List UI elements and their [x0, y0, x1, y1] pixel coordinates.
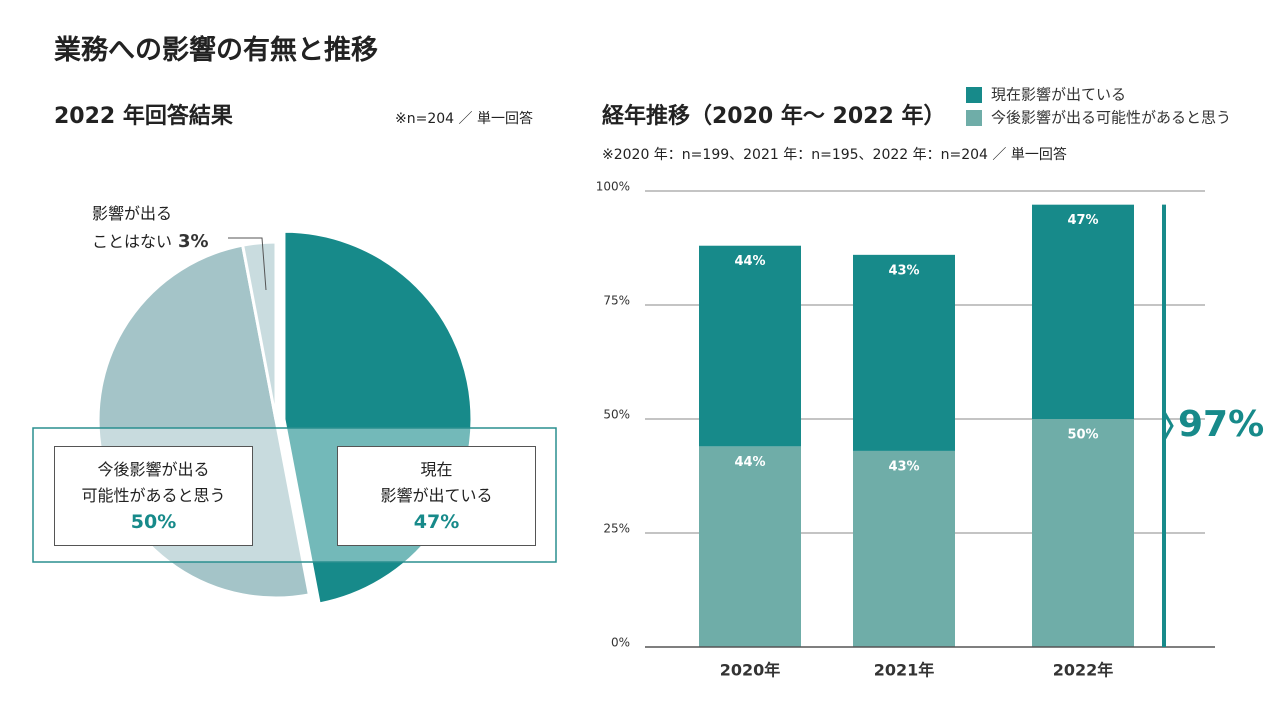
x-tick-label: 2020年: [720, 661, 781, 680]
y-tick-label: 25%: [603, 522, 630, 536]
x-tick-label: 2021年: [874, 661, 935, 680]
pie-value: 50%: [130, 511, 177, 533]
leader-line: [228, 237, 267, 291]
value-label: 44%: [734, 254, 765, 269]
pie-title: 2022 年回答結果: [54, 104, 233, 129]
legend-label: 現在影響が出ている: [991, 86, 1126, 104]
y-tick-label: 100%: [596, 180, 630, 194]
y-tick-label: 0%: [611, 636, 630, 650]
x-tick-label: 2022年: [1053, 661, 1114, 680]
value-label: 44%: [734, 455, 765, 470]
pie-slice: [240, 240, 278, 421]
value-label: 47%: [1067, 213, 1098, 228]
pie-category: 今後影響が出る 可能性があると思う: [81, 460, 226, 505]
y-tick-label: 50%: [603, 408, 630, 422]
bracket-tip: [1162, 411, 1174, 441]
pie-note: ※n=204 ／ 単一回答: [395, 111, 533, 127]
legend-label: 今後影響が出る可能性があると思う: [991, 109, 1231, 127]
pie-category: 影響が出る ことはない: [92, 204, 173, 251]
pie-value: 47%: [413, 511, 460, 533]
pie-value: 3%: [178, 231, 209, 252]
bar-note: ※2020 年：n=199、2021 年：n=195、2022 年：n=204 …: [602, 147, 1067, 163]
legend-swatch: [966, 110, 982, 126]
bar-title: 経年推移（2020 年〜 2022 年）: [602, 104, 946, 129]
value-label: 50%: [1067, 428, 1098, 443]
bar-segment: [853, 254, 955, 451]
bar-segment: [853, 450, 955, 647]
total-label: 97%: [1178, 404, 1264, 445]
y-tick-label: 75%: [603, 294, 630, 308]
bar-segment: [1032, 419, 1134, 647]
bar-segment: [1032, 204, 1134, 419]
pie-label: 影響が出る ことはない 3%: [92, 200, 209, 256]
value-label: 43%: [888, 459, 919, 474]
pie-label: 今後影響が出る 可能性があると思う 50%: [54, 446, 253, 546]
pie-label: 現在 影響が出ている 47%: [337, 446, 536, 546]
page-title: 業務への影響の有無と推移: [54, 35, 378, 66]
bar-segment: [699, 446, 801, 647]
legend-swatch: [966, 87, 982, 103]
value-label: 43%: [888, 263, 919, 278]
bar-segment: [699, 245, 801, 447]
pie-category: 現在 影響が出ている: [380, 460, 493, 505]
